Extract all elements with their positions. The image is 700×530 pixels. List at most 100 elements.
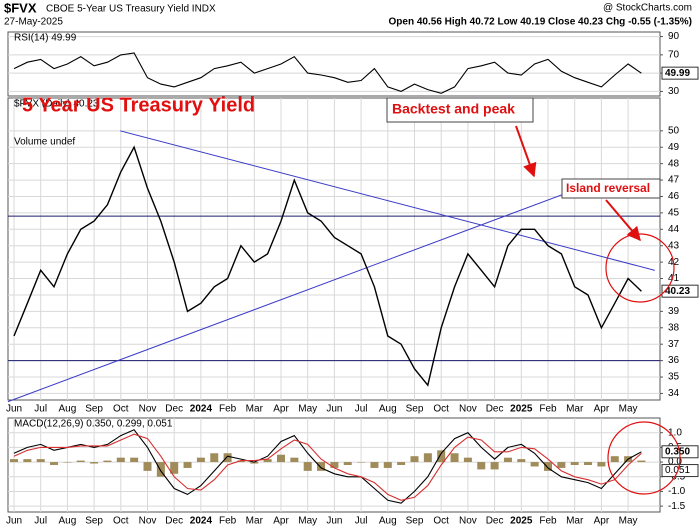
y-tick-label: 90 <box>668 31 680 42</box>
last-value-label: 49.99 <box>665 68 690 79</box>
y-tick-label: -1.5 <box>668 501 686 512</box>
x-tick-label: Jul <box>355 404 368 415</box>
histogram-bar <box>50 462 59 465</box>
chart-title: 5 Year US Treasury Yield <box>22 94 255 116</box>
series-line <box>13 52 642 94</box>
y-tick-label: 36 <box>668 355 680 366</box>
annotation: Island reversal <box>566 181 650 195</box>
x-tick-label: Feb <box>219 404 237 415</box>
y-tick-label: 48 <box>668 158 680 169</box>
histogram-bar <box>437 450 446 463</box>
histogram-bar <box>637 460 646 463</box>
x-tick-label: Jun <box>326 516 342 527</box>
annotation-arrow <box>515 125 537 178</box>
x-tick-label: 2024 <box>190 404 213 415</box>
panel-frame <box>7 31 661 97</box>
x-tick-label: Jul <box>34 404 47 415</box>
x-tick-label: Sep <box>406 404 424 415</box>
histogram-bar <box>36 459 45 463</box>
y-tick-label: 45 <box>668 208 680 219</box>
x-tick-label: Aug <box>379 516 397 527</box>
y-tick-label: 38 <box>668 322 680 333</box>
x-tick-label: Aug <box>379 404 397 415</box>
histogram-bar <box>183 462 192 468</box>
histogram-bar <box>503 457 512 463</box>
histogram-bar <box>23 459 32 463</box>
x-tick-label: Oct <box>113 404 129 415</box>
histogram-bar <box>610 456 619 463</box>
histogram-bar <box>170 462 179 474</box>
x-tick-label: 2025 <box>510 404 533 415</box>
panel-label: MACD(12,26,9) 0.350, 0.299, 0.051 <box>14 419 173 430</box>
x-tick-label: Jul <box>34 516 47 527</box>
y-tick-label: 34 <box>668 388 680 399</box>
y-tick-label: 35 <box>668 372 680 383</box>
annotation-box <box>386 97 534 123</box>
histogram-bar <box>570 462 579 465</box>
histogram-bar <box>143 462 152 471</box>
histogram-bar <box>103 460 112 463</box>
histogram-bar <box>517 459 526 463</box>
x-tick-label: May <box>298 516 317 527</box>
histogram-bar <box>76 460 85 463</box>
x-tick-label: Oct <box>113 516 129 527</box>
x-tick-label: Sep <box>406 516 424 527</box>
histogram-bar <box>544 462 552 471</box>
x-tick-label: Jun <box>6 516 22 527</box>
series-line <box>13 433 642 501</box>
histogram-bar <box>156 462 165 477</box>
last-value-label: 0.350 <box>665 446 690 457</box>
last-value-box <box>661 284 699 298</box>
trend-line <box>120 130 655 271</box>
histogram-bar <box>116 457 125 463</box>
x-tick-label: Dec <box>486 404 504 415</box>
histogram-bar <box>597 462 606 467</box>
panel-label: RSI(14) 49.99 <box>14 33 77 44</box>
y-tick-label: 37 <box>668 339 680 350</box>
histogram-bar <box>196 457 205 463</box>
y-tick-label: 47 <box>668 175 680 186</box>
date: 27-May-2025 <box>4 17 63 28</box>
x-tick-label: Dec <box>486 516 504 527</box>
y-tick-label: 41 <box>668 273 680 284</box>
x-tick-label: Feb <box>539 404 557 415</box>
annotation-circle <box>607 421 681 495</box>
y-tick-label: 49 <box>668 142 680 153</box>
y-tick-label: 1.0 <box>668 427 682 438</box>
histogram-bar <box>290 457 299 463</box>
x-tick-label: May <box>619 404 638 415</box>
histogram-bar <box>383 462 392 468</box>
histogram-bar <box>397 462 406 465</box>
y-tick-label: 30 <box>668 86 680 97</box>
x-tick-label: Apr <box>594 516 610 527</box>
histogram-bar <box>343 462 352 465</box>
histogram-bar <box>423 453 432 463</box>
symbol: $FVX <box>4 0 37 15</box>
histogram-bar <box>317 462 326 471</box>
x-tick-label: Apr <box>273 516 289 527</box>
trend-line <box>7 179 602 403</box>
annotation-box <box>561 178 661 199</box>
annotation-arrow <box>605 199 641 242</box>
histogram-bar <box>477 462 486 470</box>
x-tick-label: Nov <box>139 516 157 527</box>
histogram-bar <box>250 462 259 464</box>
x-tick-label: Apr <box>594 404 610 415</box>
y-tick-label: 0.0 <box>668 457 682 468</box>
histogram-bar <box>236 460 245 463</box>
y-tick-label: 46 <box>668 191 680 202</box>
y-tick-label: 44 <box>668 224 680 235</box>
histogram-bar <box>357 462 366 463</box>
histogram-bar <box>370 462 379 468</box>
instrument-name: CBOE 5-Year US Treasury Yield INDX <box>46 4 216 15</box>
panel-label: $FVX (Daily) 40.23 <box>14 99 99 110</box>
histogram-bar <box>490 462 499 470</box>
last-value-label: 40.23 <box>665 286 690 297</box>
annotation: Backtest and peak <box>392 101 515 117</box>
y-tick-label: 50 <box>668 125 680 136</box>
panel-sublabel: Volume undef <box>14 137 75 148</box>
x-tick-label: Sep <box>85 404 103 415</box>
y-tick-label: -1.0 <box>668 486 686 497</box>
